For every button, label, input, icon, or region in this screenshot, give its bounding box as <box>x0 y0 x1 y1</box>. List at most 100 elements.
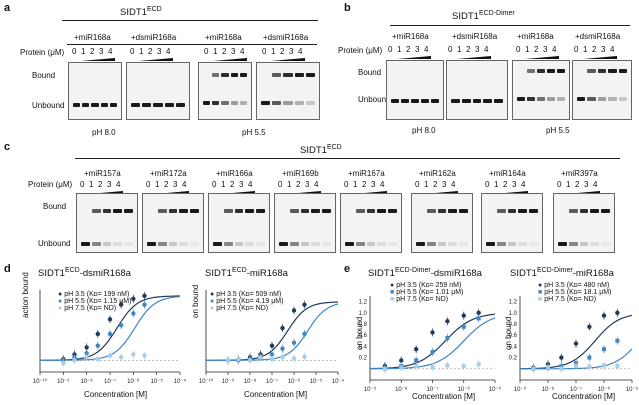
lane-number: 1 <box>155 180 160 189</box>
unbound-band <box>203 101 211 105</box>
concentration-ramp-icon <box>287 191 321 194</box>
bound-band <box>168 209 178 213</box>
legend-text: pH 5.5 (Kᴅ= 1.01 μM) <box>396 289 464 296</box>
unbound-band <box>109 103 117 107</box>
unbound-band <box>305 101 315 105</box>
bound-band <box>529 209 538 213</box>
lane-number: 1 <box>287 180 292 189</box>
data-point <box>559 366 564 371</box>
x-tick-label: 10⁻⁸ <box>395 386 408 393</box>
data-point <box>476 316 481 321</box>
data-point <box>280 325 285 331</box>
unbound-band <box>190 242 199 246</box>
unbound-band <box>131 103 141 107</box>
bound-band <box>221 73 229 77</box>
data-point <box>107 317 113 322</box>
legend-text: pH 7.5 (Kᴅ= ND) <box>544 296 597 303</box>
lane-number: 4 <box>248 180 253 189</box>
gel-image <box>256 62 320 120</box>
legend-item: ■ pH 5.5 (Kᴅ= 1.01 μM) <box>390 289 463 296</box>
x-tick-label: 10⁻⁷ <box>104 378 116 385</box>
concentration-ramp-icon <box>566 191 600 194</box>
unbound-band <box>73 103 81 107</box>
unbound-band <box>579 242 589 246</box>
panel-b-group-1: +miR168a <box>392 32 429 41</box>
data-point <box>445 319 450 324</box>
lane-number: 0 <box>212 180 217 189</box>
x-tick-label: 10⁻⁹ <box>514 386 527 393</box>
legend-text: pH 3.5 (Kᴅ= 480 nM) <box>544 282 610 289</box>
panel-a-group-4: +dsmiR168a <box>263 33 309 42</box>
data-point <box>269 343 275 348</box>
concentration-ramp-icon <box>213 58 247 61</box>
data-point <box>602 347 606 352</box>
data-point <box>302 302 307 307</box>
panel-d-left-xlabel: Concentration [M] <box>84 390 148 399</box>
panel-a-label: a <box>4 2 11 14</box>
unbound-band <box>289 242 299 246</box>
lane-number: 2 <box>90 47 95 56</box>
panel-b-group-4: +dsmiR168a <box>575 32 621 41</box>
data-point <box>302 331 307 337</box>
bound-band <box>547 69 555 73</box>
unbound-band <box>448 242 458 246</box>
bound-band <box>618 69 627 73</box>
unbound-band <box>212 101 220 105</box>
panel-e-left-title-tail: -dsmiR168a <box>430 268 482 280</box>
bound-band <box>377 209 387 213</box>
panel-d-label: d <box>4 263 11 275</box>
panel-c-label: c <box>4 141 11 153</box>
legend-item: ● pH 7.5 (Kᴅ= ND) <box>58 305 131 312</box>
legend-text: pH 3.5 (Kᴅ= 259 nM) <box>396 282 462 289</box>
data-point <box>531 366 536 371</box>
panel-c-title: SIDT1ECD <box>300 144 342 156</box>
panel-d-left-legend: ● pH 3.5 (Kᴅ= 199 nM) ● pH 5.5 (Kᴅ= 1.15… <box>58 291 131 312</box>
data-point <box>118 302 124 307</box>
gel-image <box>142 193 204 253</box>
gel-image <box>553 193 615 253</box>
unbound-band <box>345 242 354 246</box>
unbound-band <box>391 99 399 103</box>
data-point <box>247 358 253 363</box>
panel-c-bound-label: Bound <box>43 202 67 211</box>
concentration-ramp-icon <box>457 56 491 59</box>
legend-marker-icon: ● <box>538 282 543 289</box>
panel-b-protein-label: Protein (μM) <box>338 46 383 55</box>
legend-marker-icon: ● <box>58 291 63 298</box>
bound-band <box>91 209 101 213</box>
x-tick-label: 10⁻⁶ <box>288 378 301 385</box>
lane-number: 2 <box>280 47 285 56</box>
unbound-band <box>230 101 238 105</box>
panel-b-group-3: +miR168a <box>517 32 554 41</box>
panel-d-right-xlabel: Concentration [M] <box>244 390 308 399</box>
data-point <box>615 364 620 368</box>
x-tick-label: 10⁻⁹ <box>364 386 377 393</box>
unbound-band <box>416 242 425 246</box>
data-point <box>280 346 285 351</box>
bound-band <box>212 73 220 77</box>
panel-a-title-rule <box>62 20 318 21</box>
lane-number: 3 <box>107 180 112 189</box>
fit-curve <box>40 296 181 361</box>
data-point <box>84 351 89 356</box>
panel-c-group-label: +miR169b <box>282 169 319 178</box>
gel-image <box>126 62 190 120</box>
gel-image <box>411 193 473 253</box>
bound-band <box>234 209 244 213</box>
legend-item: ■ pH 7.5 (Kᴅ= ND) <box>390 296 463 303</box>
unbound-band <box>451 99 460 103</box>
lane-number: 3 <box>543 45 548 54</box>
bound-band <box>230 73 238 77</box>
fit-curve <box>369 313 496 370</box>
lane-number: 1 <box>89 180 94 189</box>
panel-e-right-legend: ● pH 3.5 (Kᴅ= 480 nM) ■ pH 5.5 (Kᴅ= 18.1… <box>538 282 611 303</box>
bound-band <box>459 209 468 213</box>
lane-number: 0 <box>278 180 283 189</box>
panel-c-protein-label: Protein (μM) <box>28 180 73 189</box>
bound-band <box>366 209 376 213</box>
data-point <box>445 363 450 368</box>
panel-c-unbound-label: Unbound <box>38 239 71 248</box>
unbound-band <box>421 99 429 103</box>
lane-number: 3 <box>512 180 517 189</box>
legend-item: ● pH 5.5 (Kᴅ= 1.15 μM) <box>58 298 131 305</box>
